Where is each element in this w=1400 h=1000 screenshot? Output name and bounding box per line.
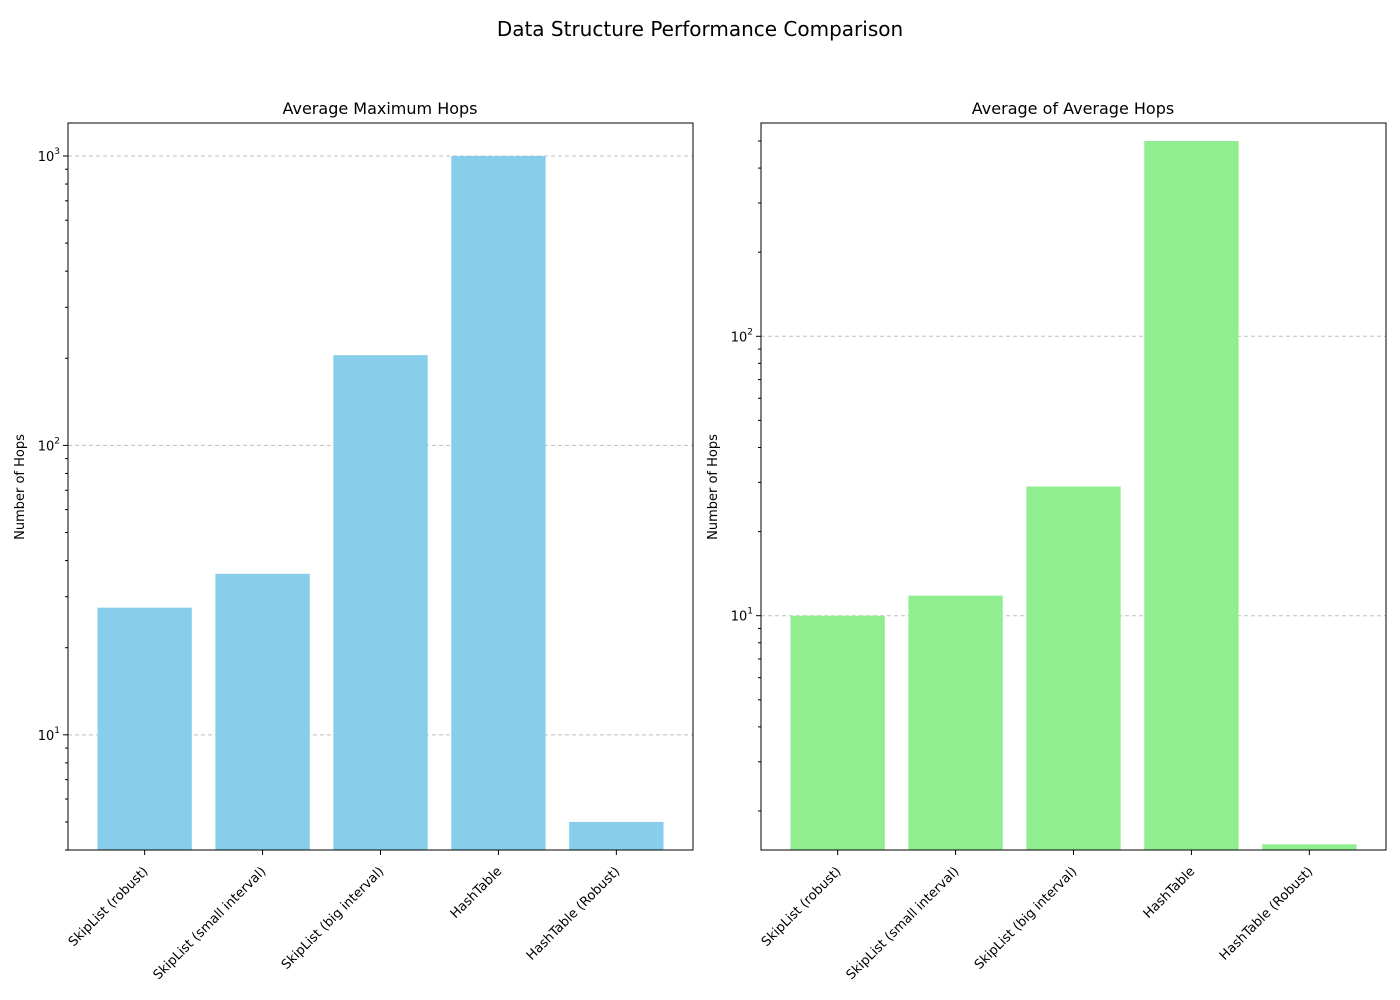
y-axis-label: Number of Hops: [706, 434, 721, 540]
plot-frame: [760, 122, 1387, 851]
bar: [333, 355, 428, 850]
chart-title: Average Maximum Hops: [282, 99, 477, 118]
x-tick-label: HashTable (Robust): [1217, 864, 1316, 963]
bar: [790, 615, 885, 850]
chart-title: Average of Average Hops: [972, 99, 1174, 118]
bar: [1144, 141, 1239, 851]
chart-average-of-average-hops: Average of Average Hops Number of Hops 1…: [706, 99, 1387, 983]
bar: [97, 607, 192, 850]
y-tick-label: 102: [38, 436, 60, 454]
bar: [908, 595, 1003, 850]
bar: [1262, 844, 1357, 850]
x-tick-label: HashTable: [1141, 864, 1199, 922]
chart-average-maximum-hops: Average Maximum Hops Number of Hops 101 1…: [13, 99, 694, 983]
y-tick-label: 101: [38, 726, 60, 744]
bar: [1026, 486, 1121, 850]
x-tick-label: SkipList (big interval): [972, 864, 1081, 973]
x-tick-label: SkipList (robust): [759, 864, 845, 950]
y-axis-label: Number of Hops: [13, 434, 28, 540]
y-tick-label: 103: [38, 147, 60, 165]
bar: [451, 155, 546, 850]
bar: [569, 821, 664, 850]
x-tick-label: HashTable: [448, 864, 506, 922]
y-tick-label: 102: [731, 327, 753, 345]
x-tick-label: SkipList (robust): [66, 864, 152, 950]
bar: [215, 573, 310, 850]
x-tick-label: SkipList (big interval): [279, 864, 388, 973]
figure-title: Data Structure Performance Comparison: [497, 17, 903, 41]
x-tick-label: SkipList (small interval): [844, 864, 963, 983]
plot-frame: [67, 122, 694, 851]
x-tick-label: HashTable (Robust): [524, 864, 623, 963]
y-tick-label: 101: [731, 607, 753, 625]
x-tick-label: SkipList (small interval): [151, 864, 270, 983]
